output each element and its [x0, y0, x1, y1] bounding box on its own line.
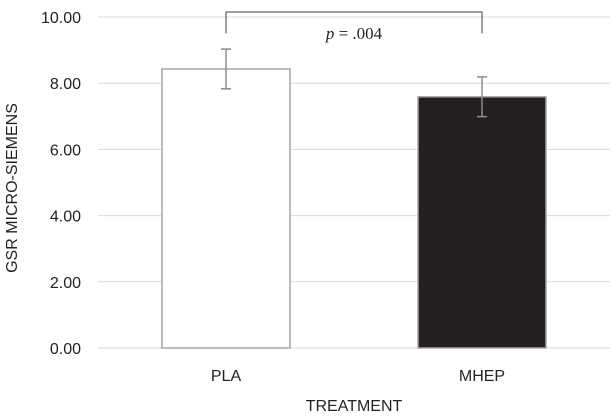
y-tick-label: 10.00: [41, 10, 81, 27]
y-tick-label: 0.00: [50, 341, 81, 358]
x-axis-title: TREATMENT: [306, 398, 403, 415]
bar-pla: [161, 68, 291, 349]
y-tick-label: 4.00: [50, 209, 81, 226]
y-tick-label: 6.00: [50, 142, 81, 159]
p-value-label: p = .004: [325, 24, 383, 43]
x-tick-label-pla: PLA: [211, 368, 242, 385]
significance-bracket: [225, 11, 483, 34]
error-bars: [221, 48, 487, 118]
error-bar-mhep: [477, 76, 487, 118]
y-axis-ticks: 0.00 2.00 4.00 6.00 8.00 10.00: [41, 10, 81, 358]
error-bar-pla: [221, 48, 231, 90]
y-axis-title: GSR MICRO-SIEMENS: [4, 103, 21, 273]
x-tick-label-mhep: MHEP: [459, 368, 505, 385]
bars: [161, 68, 547, 349]
y-tick-label: 8.00: [50, 76, 81, 93]
significance-annotation: p = .004: [225, 11, 483, 43]
x-axis-categories: PLA MHEP: [211, 368, 505, 385]
bar-mhep: [417, 96, 547, 349]
y-tick-label: 2.00: [50, 275, 81, 292]
